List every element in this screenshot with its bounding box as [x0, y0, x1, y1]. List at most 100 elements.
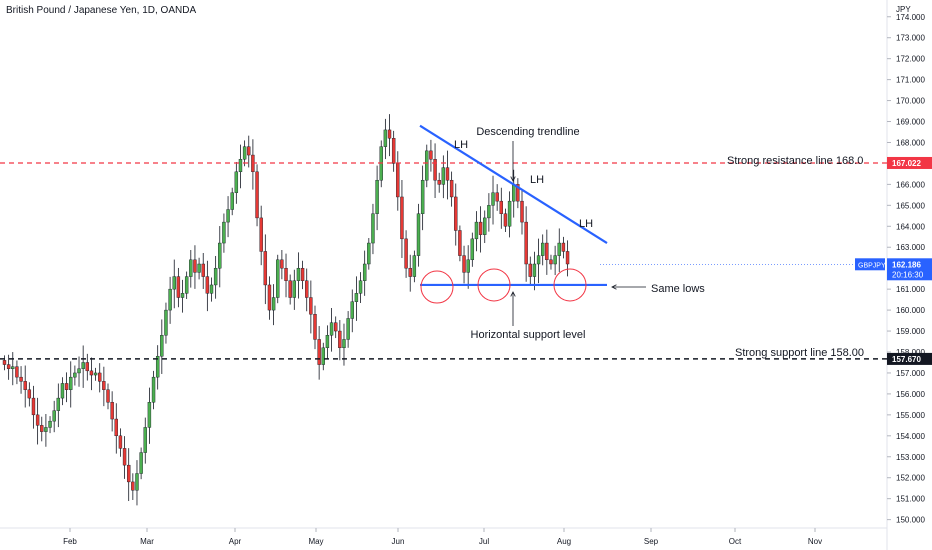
candle-body [147, 402, 152, 428]
candle-body [512, 184, 516, 202]
candle-body [164, 309, 168, 336]
candle-body [44, 427, 48, 432]
candle-body [259, 217, 263, 252]
candle-body [151, 376, 156, 403]
y-tick-label: 154.000 [896, 432, 925, 441]
candle-body [466, 259, 470, 273]
chart-title: British Pound / Japanese Yen, 1D, OANDA [6, 5, 197, 16]
candle-body [309, 297, 313, 315]
candle-body [400, 196, 404, 240]
candle-body [561, 242, 566, 252]
candle-body [362, 263, 367, 281]
candle-body [2, 360, 7, 365]
candle-body [226, 209, 230, 223]
candle-body [135, 473, 139, 491]
candle-body [15, 366, 19, 378]
candle-body [6, 364, 11, 369]
candle-body [131, 481, 135, 491]
y-tick-label: 170.000 [896, 97, 925, 106]
same-lows-arrow-head [611, 284, 617, 290]
candle-body [201, 263, 205, 277]
candle-body [238, 159, 243, 173]
candle-body [288, 280, 292, 298]
y-tick-label: 173.000 [896, 34, 925, 43]
candle-body [449, 179, 454, 198]
y-tick-label: 166.000 [896, 180, 925, 189]
candle-body [425, 150, 429, 181]
candle-body [483, 217, 487, 235]
resistance-label: Strong resistance line 168.0 [727, 155, 863, 167]
candle-body [354, 293, 359, 302]
y-tick-label: 169.000 [896, 118, 925, 127]
candle-body [375, 179, 379, 214]
candle-body [168, 288, 172, 311]
y-tick-label: 153.000 [896, 453, 925, 462]
y-tick-label: 156.000 [896, 390, 925, 399]
candle-body [209, 284, 214, 294]
symbol-text: GBPJPY [858, 262, 886, 269]
candle-body [110, 402, 114, 420]
candle-body [155, 355, 160, 378]
candle-body [40, 425, 44, 432]
resistance-price-badge-text: 167.022 [892, 159, 921, 168]
candle-body [292, 280, 296, 298]
y-tick-label: 158.000 [896, 348, 925, 357]
candle-body [118, 435, 123, 449]
lh-label: LH [579, 218, 593, 230]
candle-body [429, 150, 433, 160]
candle-body [524, 221, 528, 265]
candle-body [230, 192, 234, 210]
candle-body [313, 314, 317, 340]
candle-body [280, 259, 284, 269]
descending-trendline[interactable] [419, 124, 608, 244]
candle-body [114, 418, 118, 437]
candle-body [89, 370, 94, 376]
candle-body [478, 221, 483, 235]
candle-body [441, 167, 446, 185]
y-tick-label: 174.000 [896, 13, 925, 22]
candle-body [197, 263, 201, 273]
x-tick-label: Apr [229, 537, 242, 546]
candle-body [98, 372, 102, 382]
current-price-text: 162.186 [892, 260, 921, 269]
lh-label: LH [454, 139, 468, 151]
y-tick-label: 150.000 [896, 516, 925, 525]
currency-label: JPY [896, 5, 911, 14]
candle-body [284, 267, 288, 281]
candle-body [557, 242, 561, 256]
candle-body [507, 200, 512, 227]
y-tick-label: 168.000 [896, 138, 925, 147]
candle-body [122, 448, 127, 466]
candle-body [338, 330, 342, 349]
candle-body [545, 242, 549, 261]
low-circle [553, 268, 587, 302]
x-tick-label: Feb [63, 537, 77, 546]
candle-body [487, 205, 491, 219]
candle-body [367, 242, 371, 265]
candle-body [60, 383, 65, 399]
y-tick-label: 152.000 [896, 474, 925, 483]
candle-body [81, 362, 85, 369]
candle-body [180, 293, 185, 298]
x-tick-label: Mar [140, 537, 154, 546]
candle-body [499, 200, 503, 214]
y-tick-label: 163.000 [896, 243, 925, 252]
candle-body [565, 251, 570, 265]
candle-body [102, 381, 106, 390]
candle-body [255, 171, 259, 219]
candle-body [412, 255, 417, 277]
candle-body [56, 397, 61, 411]
candle-body [143, 427, 147, 453]
candle-body [27, 389, 32, 399]
candle-body [69, 376, 73, 390]
candle-body [342, 339, 346, 349]
candle-body [160, 335, 164, 357]
candle-body [19, 376, 23, 382]
candle-body [321, 347, 325, 365]
candle-body [73, 372, 77, 378]
candle-body [470, 238, 475, 261]
candle-body [172, 276, 176, 290]
candle-body [532, 263, 537, 277]
candle-body [222, 221, 226, 244]
